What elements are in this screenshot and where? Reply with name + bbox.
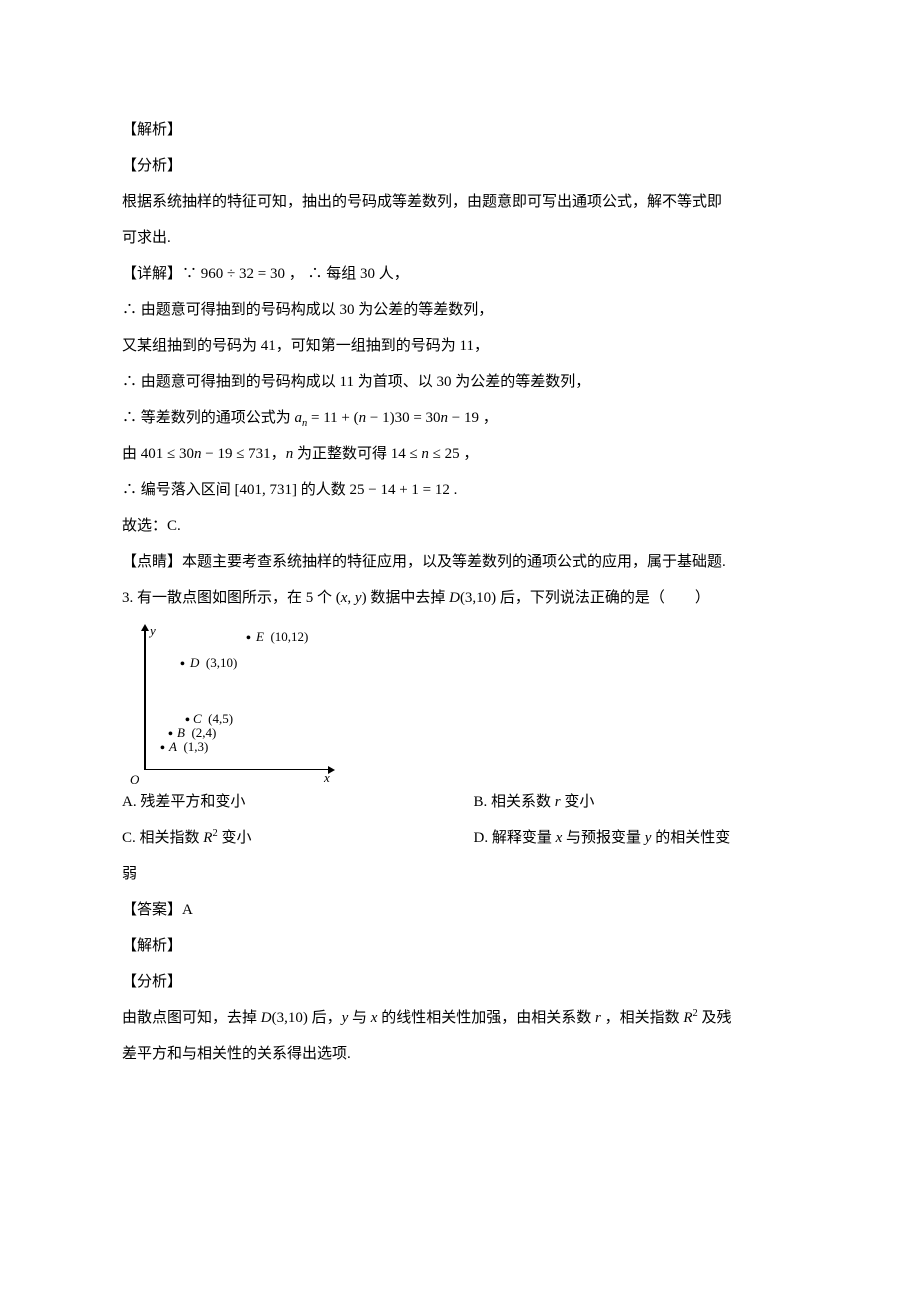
comment-line: 【点睛】本题主要考查系统抽样的特征应用，以及等差数列的通项公式的应用，属于基础题… (122, 544, 798, 580)
answer-value: A (182, 902, 193, 918)
detail-prefix: 【详解】 (122, 266, 182, 282)
point-d-label: D (3,10) (190, 656, 237, 669)
option-b: B. 相关系数 r 变小 (474, 784, 798, 820)
section-breakdown-header: 【分析】 (122, 148, 798, 184)
point-e-dot: • (246, 632, 251, 646)
option-d-cont: 弱 (122, 856, 798, 892)
section-breakdown-header-2: 【分析】 (122, 964, 798, 1000)
point-b-label: B (2,4) (177, 726, 216, 739)
point-a-dot: • (160, 742, 165, 756)
y-axis-label: y (150, 624, 156, 637)
point-a-label: A (1,3) (169, 740, 208, 753)
option-a: A. 残差平方和变小 (122, 784, 474, 820)
document-page: 【解析】 【分析】 根据系统抽样的特征可知，抽出的号码成等差数列，由题意即可写出… (0, 0, 920, 1302)
formula-line: ∴ 等差数列的通项公式为 an = 11 + (n − 1)30 = 30n −… (122, 400, 798, 436)
comment-text: 本题主要考查系统抽样的特征应用，以及等差数列的通项公式的应用，属于基础题. (182, 554, 726, 570)
scatter-figure: y x O • E E (10,12)(10,12) • D (3,10) • … (128, 622, 348, 782)
text-line: 故选：C. (122, 508, 798, 544)
answer-line: 【答案】A (122, 892, 798, 928)
text-line: ∴ 由题意可得抽到的号码构成以 11 为首项、以 30 为公差的等差数列， (122, 364, 798, 400)
option-d: D. 解释变量 x 与预报变量 y 的相关性变 (474, 820, 798, 856)
text-line: ∴ 编号落入区间 [401, 731] 的人数 25 − 14 + 1 = 12… (122, 472, 798, 508)
x-axis (144, 769, 329, 771)
analysis-line: 由散点图可知，去掉 D(3,10) 后，y 与 x 的线性相关性加强，由相关系数… (122, 1000, 798, 1036)
formula-line: 由 401 ≤ 30n − 19 ≤ 731，n 为正整数可得 14 ≤ n ≤… (122, 436, 798, 472)
question-stem: 3. 有一散点图如图所示，在 5 个 (x, y) 数据中去掉 D(3,10) … (122, 580, 798, 616)
point-c-label: C (4,5) (193, 712, 233, 725)
x-axis-label: x (324, 771, 330, 784)
text-line: ∴ 由题意可得抽到的号码构成以 30 为公差的等差数列， (122, 292, 798, 328)
point-d-dot: • (180, 658, 185, 672)
options-row-2: C. 相关指数 R2 变小 D. 解释变量 x 与预报变量 y 的相关性变 (122, 820, 798, 856)
text-line: 可求出. (122, 220, 798, 256)
detail-line: 【详解】∵ 960 ÷ 32 = 30 ， ∴ 每组 30 人， (122, 256, 798, 292)
text-line: 又某组抽到的号码为 41，可知第一组抽到的号码为 11， (122, 328, 798, 364)
analysis-line: 差平方和与相关性的关系得出选项. (122, 1036, 798, 1072)
detail-text: ∵ 960 ÷ 32 = 30 ， ∴ 每组 30 人， (182, 266, 409, 282)
option-c: C. 相关指数 R2 变小 (122, 820, 474, 856)
text-line: 根据系统抽样的特征可知，抽出的号码成等差数列，由题意即可写出通项公式，解不等式即 (122, 184, 798, 220)
options-row-1: A. 残差平方和变小 B. 相关系数 r 变小 (122, 784, 798, 820)
point-e-label: E E (10,12)(10,12) (256, 630, 308, 643)
comment-prefix: 【点睛】 (122, 554, 182, 570)
y-axis (144, 630, 146, 770)
section-analysis-header-2: 【解析】 (122, 928, 798, 964)
answer-prefix: 【答案】 (122, 902, 182, 918)
section-analysis-header: 【解析】 (122, 112, 798, 148)
origin-label: O (130, 773, 139, 786)
